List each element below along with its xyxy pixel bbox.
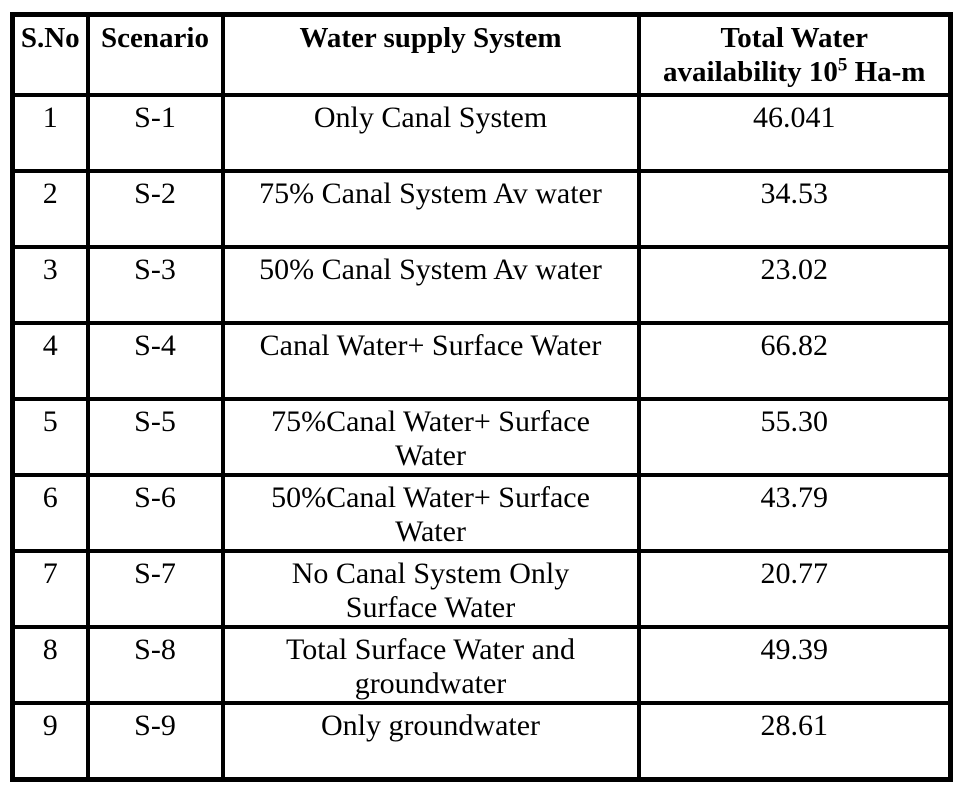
cell-system: 50% Canal System Av water: [220, 245, 641, 325]
cell-sno: 2: [10, 169, 90, 249]
table-body: 1 S-1 Only Canal System 46.041 2 S-2 75%…: [10, 93, 953, 782]
cell-system: 50%Canal Water+ Surface Water: [220, 473, 641, 553]
cell-system: No Canal System Only Surface Water: [220, 549, 641, 629]
table-row: 1 S-1 Only Canal System 46.041: [10, 93, 953, 173]
cell-scenario: S-4: [85, 321, 225, 401]
col-header-system: Water supply System: [220, 12, 641, 97]
cell-sno: 5: [10, 397, 90, 477]
cell-scenario: S-5: [85, 397, 225, 477]
table-row: 5 S-5 75%Canal Water+ Surface Water 55.3…: [10, 397, 953, 477]
availability-header-unit: Ha-m: [847, 56, 926, 88]
cell-availability: 28.61: [636, 701, 953, 782]
cell-system: Only groundwater: [220, 701, 641, 782]
table-row: 2 S-2 75% Canal System Av water 34.53: [10, 169, 953, 249]
cell-system: 75% Canal System Av water: [220, 169, 641, 249]
cell-availability: 55.30: [636, 397, 953, 477]
cell-sno: 1: [10, 93, 90, 173]
cell-scenario: S-8: [85, 625, 225, 705]
cell-system: Canal Water+ Surface Water: [220, 321, 641, 401]
header-row: S.No Scenario Water supply System Total …: [10, 12, 953, 97]
cell-scenario: S-2: [85, 169, 225, 249]
table-row: 8 S-8 Total Surface Water and groundwate…: [10, 625, 953, 705]
cell-sno: 3: [10, 245, 90, 325]
cell-system: Only Canal System: [220, 93, 641, 173]
water-availability-table: S.No Scenario Water supply System Total …: [10, 12, 953, 782]
cell-scenario: S-3: [85, 245, 225, 325]
col-header-sno: S.No: [10, 12, 90, 97]
cell-sno: 6: [10, 473, 90, 553]
cell-sno: 4: [10, 321, 90, 401]
col-header-scenario: Scenario: [85, 12, 225, 97]
table-row: 9 S-9 Only groundwater 28.61: [10, 701, 953, 782]
cell-system: Total Surface Water and groundwater: [220, 625, 641, 705]
availability-header-text: Total Water availability 10: [663, 22, 868, 88]
cell-sno: 8: [10, 625, 90, 705]
cell-availability: 49.39: [636, 625, 953, 705]
col-header-availability: Total Water availability 105 Ha-m: [636, 12, 953, 97]
cell-scenario: S-7: [85, 549, 225, 629]
cell-availability: 34.53: [636, 169, 953, 249]
cell-availability: 46.041: [636, 93, 953, 173]
cell-availability: 43.79: [636, 473, 953, 553]
cell-availability: 23.02: [636, 245, 953, 325]
cell-availability: 66.82: [636, 321, 953, 401]
cell-scenario: S-9: [85, 701, 225, 782]
availability-header-exponent: 5: [837, 54, 848, 76]
table-row: 4 S-4 Canal Water+ Surface Water 66.82: [10, 321, 953, 401]
table-row: 6 S-6 50%Canal Water+ Surface Water 43.7…: [10, 473, 953, 553]
cell-system: 75%Canal Water+ Surface Water: [220, 397, 641, 477]
cell-scenario: S-6: [85, 473, 225, 553]
cell-scenario: S-1: [85, 93, 225, 173]
table-row: 7 S-7 No Canal System Only Surface Water…: [10, 549, 953, 629]
cell-sno: 9: [10, 701, 90, 782]
cell-availability: 20.77: [636, 549, 953, 629]
table-row: 3 S-3 50% Canal System Av water 23.02: [10, 245, 953, 325]
cell-sno: 7: [10, 549, 90, 629]
